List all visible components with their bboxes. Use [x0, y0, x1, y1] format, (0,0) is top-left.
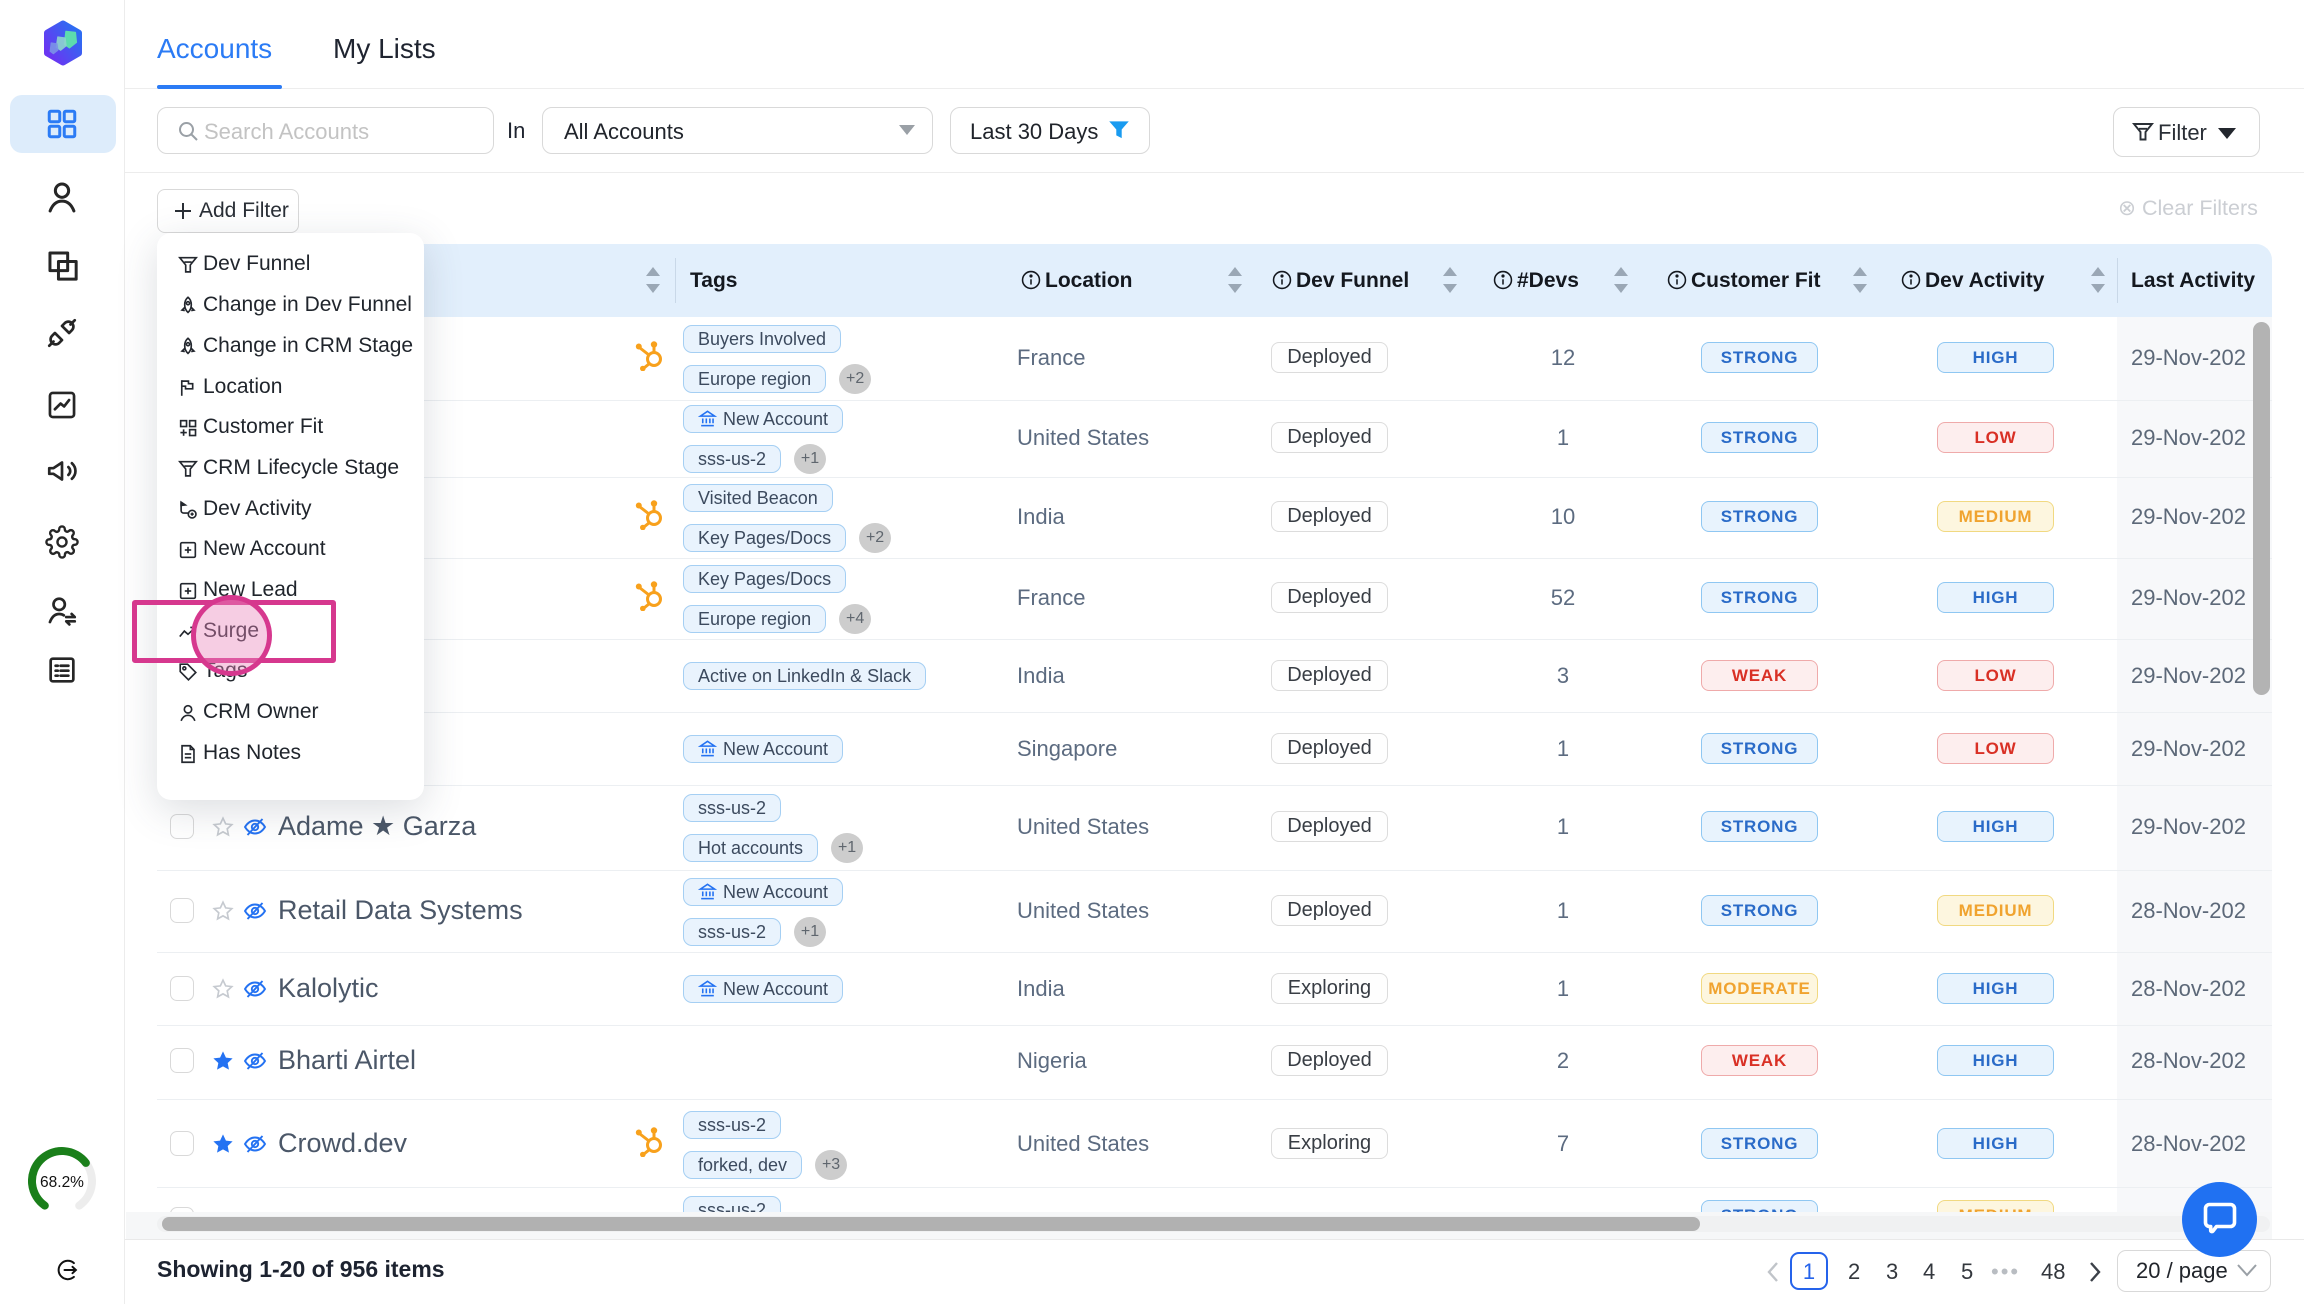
svg-text:68.2%: 68.2% [40, 1174, 84, 1191]
